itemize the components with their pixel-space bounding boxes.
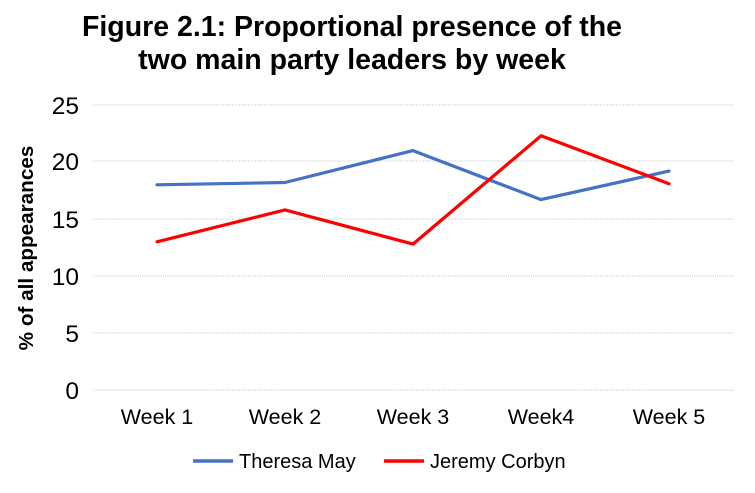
svg-text:Week 5: Week 5 <box>633 405 706 429</box>
svg-text:25: 25 <box>52 93 79 120</box>
svg-text:Theresa May: Theresa May <box>239 451 356 473</box>
svg-text:10: 10 <box>52 264 79 291</box>
svg-text:Week 3: Week 3 <box>377 405 450 429</box>
svg-text:% of all appearances: % of all appearances <box>15 146 38 351</box>
svg-text:Week 2: Week 2 <box>249 405 322 429</box>
svg-text:Week4: Week4 <box>508 405 575 429</box>
svg-text:15: 15 <box>52 207 79 234</box>
svg-text:5: 5 <box>65 321 79 348</box>
svg-text:20: 20 <box>52 149 79 176</box>
svg-text:0: 0 <box>65 378 79 405</box>
svg-text:Jeremy Corbyn: Jeremy Corbyn <box>430 451 566 473</box>
svg-text:Week 1: Week 1 <box>121 405 194 429</box>
